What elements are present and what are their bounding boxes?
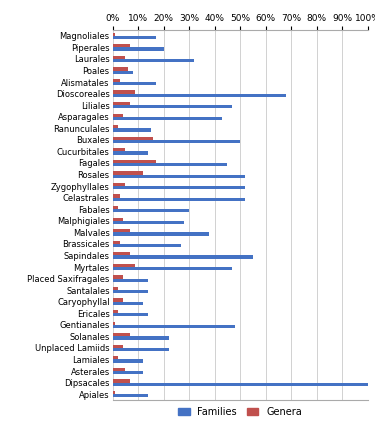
- Bar: [112, 71, 133, 74]
- Bar: [112, 310, 118, 313]
- Bar: [112, 198, 245, 201]
- Bar: [112, 356, 118, 359]
- Bar: [112, 114, 123, 117]
- Bar: [112, 232, 209, 236]
- Bar: [112, 102, 130, 105]
- Bar: [112, 252, 130, 255]
- Bar: [112, 33, 115, 36]
- Bar: [112, 128, 151, 132]
- Bar: [112, 264, 135, 267]
- Bar: [112, 287, 118, 290]
- Bar: [112, 394, 148, 397]
- Bar: [112, 255, 253, 259]
- Bar: [112, 290, 148, 293]
- Bar: [112, 313, 148, 316]
- Bar: [112, 368, 125, 371]
- Bar: [112, 186, 245, 189]
- Bar: [112, 383, 368, 386]
- Bar: [112, 244, 182, 247]
- Bar: [112, 391, 115, 394]
- Bar: [112, 206, 118, 209]
- Bar: [112, 68, 128, 71]
- Bar: [112, 94, 286, 97]
- Bar: [112, 336, 169, 340]
- Bar: [112, 194, 120, 198]
- Bar: [112, 359, 143, 362]
- Bar: [112, 105, 232, 108]
- Bar: [112, 218, 123, 221]
- Bar: [112, 125, 118, 128]
- Bar: [112, 183, 125, 186]
- Bar: [112, 90, 135, 94]
- Bar: [112, 348, 169, 351]
- Bar: [112, 175, 245, 178]
- Bar: [112, 229, 130, 232]
- Bar: [112, 333, 130, 336]
- Bar: [112, 325, 235, 328]
- Bar: [112, 79, 120, 82]
- Bar: [112, 59, 194, 62]
- Bar: [112, 47, 164, 51]
- Bar: [112, 44, 130, 47]
- Bar: [112, 171, 143, 175]
- Bar: [112, 56, 125, 59]
- Bar: [112, 302, 143, 305]
- Bar: [112, 82, 156, 85]
- Bar: [112, 151, 148, 155]
- Bar: [112, 371, 143, 374]
- Bar: [112, 241, 120, 244]
- Legend: Families, Genera: Families, Genera: [174, 403, 306, 421]
- Bar: [112, 148, 125, 151]
- Bar: [112, 275, 123, 279]
- Bar: [112, 279, 148, 282]
- Bar: [112, 160, 156, 163]
- Bar: [112, 298, 123, 302]
- Bar: [112, 163, 227, 166]
- Bar: [112, 322, 115, 325]
- Bar: [112, 345, 123, 348]
- Bar: [112, 117, 222, 120]
- Bar: [112, 379, 130, 383]
- Bar: [112, 209, 189, 212]
- Bar: [112, 36, 156, 39]
- Bar: [112, 140, 240, 143]
- Bar: [112, 267, 232, 270]
- Bar: [112, 137, 153, 140]
- Bar: [112, 221, 184, 224]
